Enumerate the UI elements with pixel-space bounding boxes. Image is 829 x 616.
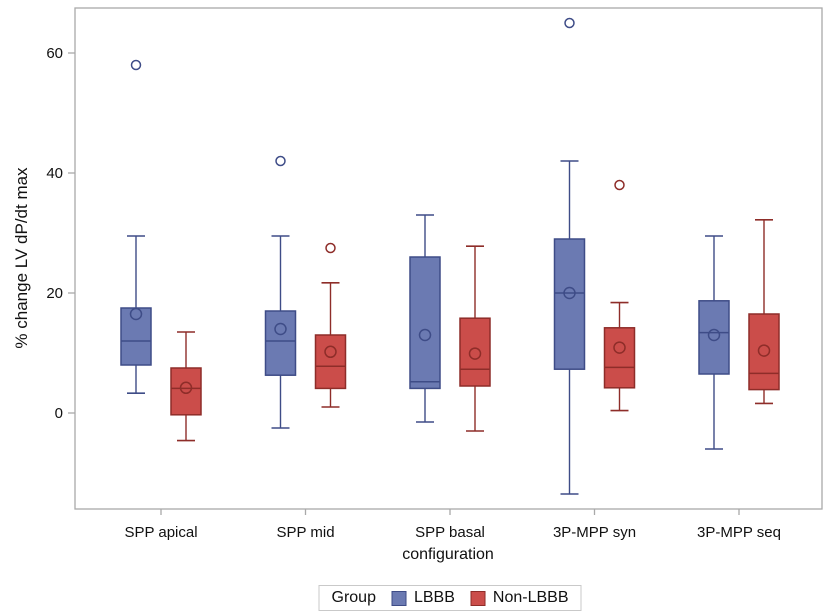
legend-item-lbbb: LBBB: [391, 589, 455, 607]
box-lbbb-spp-apical: [120, 59, 152, 395]
x-axis-title: configuration: [402, 546, 494, 563]
y-tick-label: 60: [46, 45, 63, 62]
lbbb-swatch-icon: [391, 590, 407, 606]
legend: Group LBBB Non-LBBB: [318, 585, 582, 611]
box-non-lbbb-spp-apical: [170, 331, 202, 442]
x-tick-label: 3P-MPP syn: [553, 524, 636, 541]
box-non-lbbb-3p-mpp-seq: [748, 219, 780, 405]
box-non-lbbb-spp-basal: [459, 245, 491, 432]
legend-item-label: LBBB: [413, 589, 455, 606]
mean-marker: [468, 347, 482, 360]
y-tick-label: 20: [46, 285, 63, 302]
mean-marker: [707, 328, 721, 342]
y-tick-label: 40: [46, 165, 63, 182]
mean-marker: [613, 341, 626, 354]
mean-marker: [757, 344, 771, 357]
outlier-marker: [564, 17, 575, 29]
outlier-marker: [130, 59, 142, 71]
x-tick-label: SPP basal: [415, 524, 485, 541]
box-lbbb-spp-basal: [409, 214, 441, 423]
mean-marker: [129, 307, 143, 321]
box-non-lbbb-3p-mpp-syn: [603, 179, 636, 412]
legend-item-non-lbbb: Non-LBBB: [470, 589, 569, 607]
outlier-marker: [614, 179, 625, 191]
legend-item-label: Non-LBBB: [492, 589, 569, 606]
box-lbbb-3p-mpp-syn: [553, 17, 586, 495]
mean-marker: [418, 328, 432, 342]
mean-marker: [179, 381, 193, 395]
non-lbbb-swatch-icon: [470, 590, 486, 606]
box-lbbb-3p-mpp-seq: [698, 235, 730, 450]
legend-title: Group: [331, 589, 376, 606]
x-tick-label: SPP mid: [276, 524, 334, 541]
plot-frame: [74, 7, 823, 510]
x-tick-label: SPP apical: [124, 524, 197, 541]
outlier-marker: [275, 155, 286, 167]
box-lbbb-spp-mid: [264, 155, 297, 429]
y-tick-label: 0: [55, 405, 63, 422]
mean-marker: [563, 286, 576, 300]
mean-marker: [274, 322, 287, 336]
box-non-lbbb-spp-mid: [314, 242, 347, 408]
mean-marker: [324, 345, 337, 359]
outlier-marker: [325, 242, 336, 254]
y-axis-title: % change LV dP/dt max: [12, 167, 31, 349]
x-tick-label: 3P-MPP seq: [697, 524, 781, 541]
